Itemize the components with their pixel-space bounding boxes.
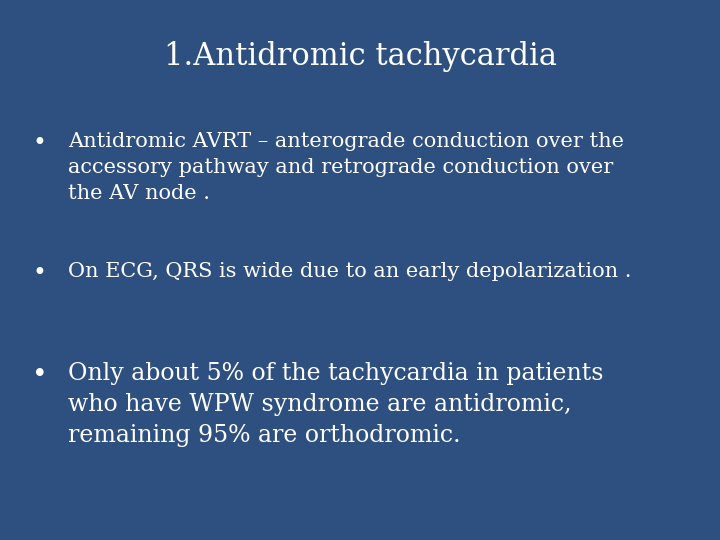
Text: Antidromic AVRT – anterograde conduction over the
accessory pathway and retrogra: Antidromic AVRT – anterograde conduction… [68, 132, 624, 203]
Text: 1.Antidromic tachycardia: 1.Antidromic tachycardia [163, 41, 557, 72]
Text: •: • [32, 362, 48, 387]
Text: On ECG, QRS is wide due to an early depolarization .: On ECG, QRS is wide due to an early depo… [68, 262, 632, 281]
Text: •: • [32, 262, 47, 285]
Text: Only about 5% of the tachycardia in patients
who have WPW syndrome are antidromi: Only about 5% of the tachycardia in pati… [68, 362, 604, 447]
Text: •: • [32, 132, 47, 156]
